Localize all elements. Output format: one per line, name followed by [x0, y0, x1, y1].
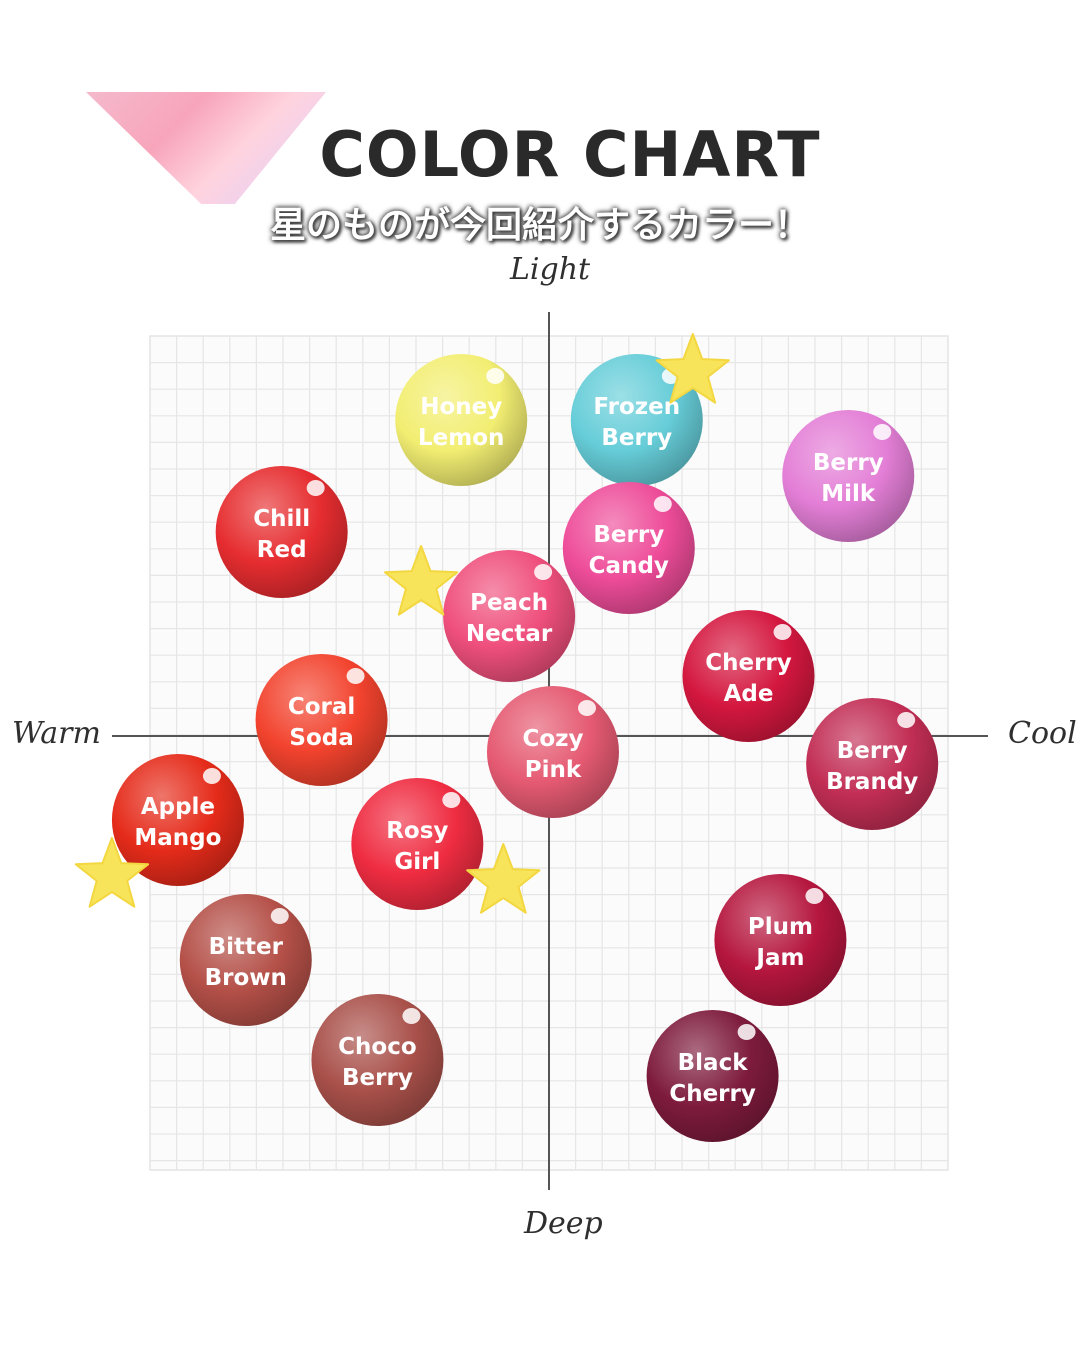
color-point-label: Milk — [821, 481, 876, 507]
swatch-highlight — [306, 480, 325, 496]
color-point-label: Brown — [205, 965, 287, 991]
color-point-label: Berry — [601, 425, 672, 451]
color-swatch — [395, 354, 528, 486]
color-point-berry-candy: Berry Candy — [562, 482, 695, 614]
color-point-label: Lemon — [418, 425, 504, 451]
color-point-label: Jam — [754, 945, 804, 971]
color-point-label: Cozy — [522, 726, 583, 752]
axis-label-light: Light — [510, 252, 591, 287]
color-point-label: Rosy — [386, 818, 448, 844]
color-point-label: Berry — [837, 738, 908, 764]
color-point-black-cherry: Black Cherry — [646, 1010, 779, 1142]
star-icon — [466, 843, 541, 914]
color-point-honey-lemon: Honey Lemon — [395, 354, 528, 486]
swatch-highlight — [534, 564, 553, 580]
swatch-highlight — [873, 424, 892, 440]
color-swatch — [806, 698, 939, 830]
color-swatch — [646, 1010, 779, 1142]
color-swatch — [179, 894, 312, 1026]
color-point-cherry-ade: Cherry Ade — [682, 610, 815, 742]
color-points: Honey Lemon Frozen Berry Berry Milk Chill Red Be… — [111, 354, 939, 1142]
color-swatch — [311, 994, 444, 1126]
swatch-highlight — [346, 668, 365, 684]
swatch-highlight — [653, 496, 672, 512]
swatch-highlight — [805, 888, 824, 904]
color-point-label: Red — [257, 537, 307, 563]
swatch-highlight — [442, 792, 461, 808]
color-point-label: Nectar — [466, 621, 553, 647]
color-point-label: Girl — [394, 849, 440, 875]
color-swatch — [570, 354, 703, 486]
color-point-peach-nectar: Peach Nectar — [443, 550, 576, 682]
color-swatch — [486, 686, 619, 818]
color-point-label: Black — [678, 1050, 749, 1076]
swatch-highlight — [577, 700, 596, 716]
color-point-cozy-pink: Cozy Pink — [486, 686, 619, 818]
axis-label-warm: Warm — [12, 716, 101, 751]
swatch-highlight — [202, 768, 221, 784]
color-point-label: Cherry — [669, 1081, 756, 1107]
color-swatch — [215, 466, 348, 598]
swatch-highlight — [737, 1024, 756, 1040]
page-subtitle: 星のものが今回紹介するカラー！ — [269, 205, 810, 246]
color-swatch — [562, 482, 695, 614]
color-point-chill-red: Chill Red — [215, 466, 348, 598]
swatch-highlight — [897, 712, 916, 728]
color-point-label: Berry — [593, 522, 664, 548]
page-title: COLOR CHART — [319, 118, 821, 191]
color-point-label: Mango — [134, 825, 221, 851]
color-point-label: Bitter — [209, 934, 284, 960]
color-point-label: Soda — [289, 725, 353, 751]
color-point-label: Candy — [589, 553, 669, 579]
color-point-coral-soda: Coral Soda — [255, 654, 388, 786]
color-point-apple-mango: Apple Mango — [111, 754, 244, 886]
swatch-highlight — [773, 624, 792, 640]
color-swatch — [111, 754, 244, 886]
color-point-berry-milk: Berry Milk — [782, 410, 915, 542]
color-swatch — [255, 654, 388, 786]
color-point-label: Berry — [813, 450, 884, 476]
color-point-label: Choco — [338, 1034, 417, 1060]
color-point-plum-jam: Plum Jam — [714, 874, 847, 1006]
color-point-bitter-brown: Bitter Brown — [179, 894, 312, 1026]
color-swatch — [714, 874, 847, 1006]
color-point-choco-berry: Choco Berry — [311, 994, 444, 1126]
color-point-label: Cherry — [705, 650, 792, 676]
color-swatch — [443, 550, 576, 682]
axis-label-deep: Deep — [524, 1206, 603, 1241]
color-point-label: Berry — [342, 1065, 413, 1091]
color-point-frozen-berry: Frozen Berry — [570, 354, 703, 486]
star-icon — [74, 837, 150, 908]
color-point-label: Ade — [724, 681, 774, 707]
swatch-highlight — [270, 908, 289, 924]
color-point-label: Frozen — [593, 394, 680, 420]
star-icon — [655, 333, 730, 404]
color-point-berry-brandy: Berry Brandy — [806, 698, 939, 830]
color-point-label: Coral — [288, 694, 355, 720]
color-point-label: Apple — [141, 794, 215, 820]
color-point-label: Chill — [253, 506, 310, 532]
star-markers — [74, 333, 730, 914]
color-swatch — [682, 610, 815, 742]
swatch-highlight — [402, 1008, 421, 1024]
color-point-label: Plum — [748, 914, 813, 940]
color-swatch — [351, 778, 484, 910]
color-swatch — [782, 410, 915, 542]
color-point-rosy-girl: Rosy Girl — [351, 778, 484, 910]
axis-label-cool: Cool — [1008, 716, 1077, 751]
color-point-label: Peach — [470, 590, 548, 616]
swatch-highlight — [486, 368, 505, 384]
color-point-label: Brandy — [826, 769, 918, 795]
star-icon — [384, 545, 459, 616]
color-point-label: Pink — [525, 757, 582, 783]
color-point-label: Honey — [420, 394, 502, 420]
